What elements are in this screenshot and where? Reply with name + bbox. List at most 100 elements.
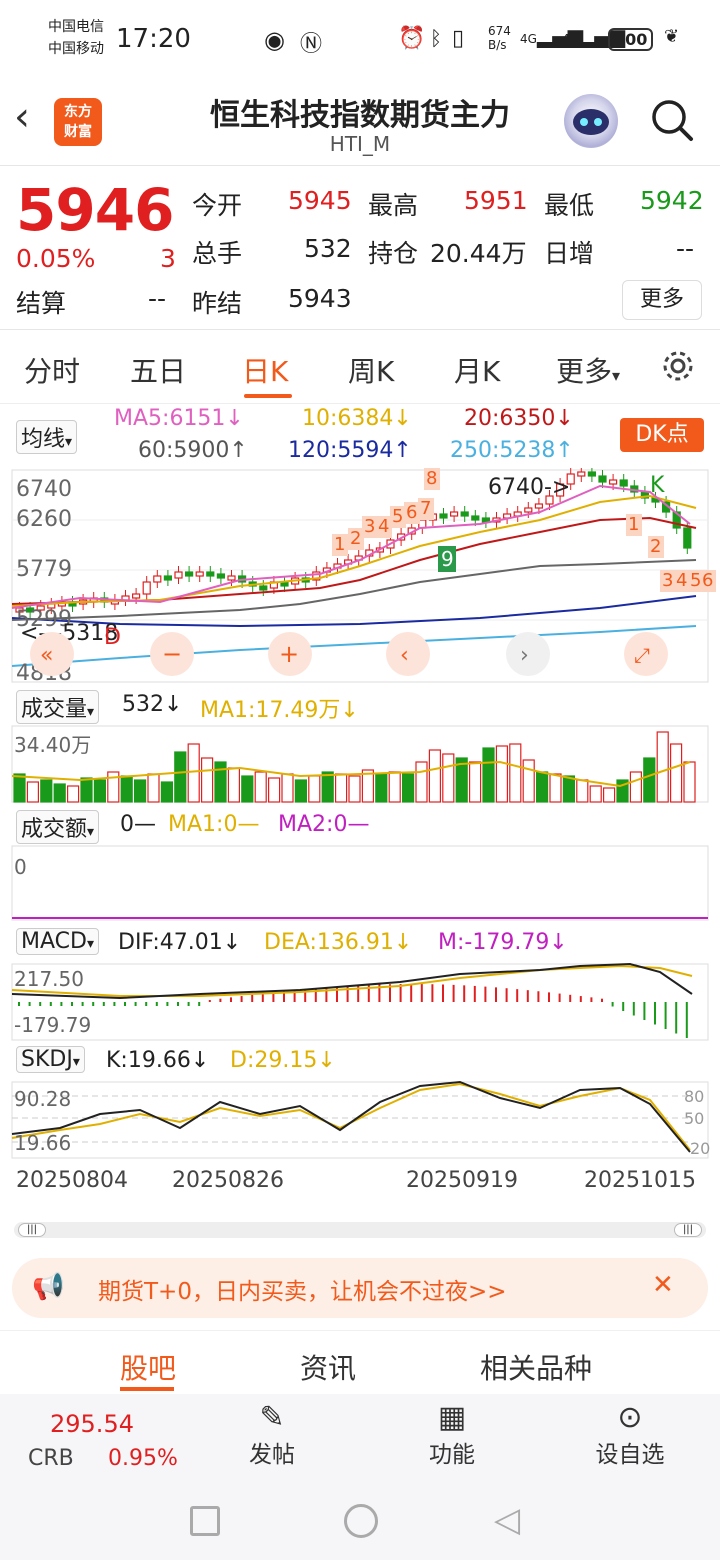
tab-five-day[interactable]: 五日: [130, 355, 187, 388]
scroll-left-far-button[interactable]: [30, 632, 74, 676]
post-button[interactable]: ✎ 发帖: [240, 1400, 304, 1469]
tab-weekly-k[interactable]: 周K: [348, 355, 395, 388]
oi-label: 持仓: [368, 239, 419, 268]
macd-bar: [92, 1002, 95, 1006]
nine-mark: 9: [441, 547, 454, 571]
tab-intraday[interactable]: 分时: [24, 355, 81, 388]
volume-bar: [294, 779, 307, 803]
macd-bar: [283, 991, 285, 1002]
promo-banner[interactable]: 📢 期货T+0，日内买卖，让机会不过夜>> ✕: [12, 1258, 708, 1318]
scroll-left-button[interactable]: [386, 632, 430, 676]
sequence-badge: [362, 516, 378, 538]
skdj-d: D:29.15↓: [230, 1048, 336, 1073]
change-value: 3: [160, 244, 176, 273]
ma60-line: [11, 559, 697, 621]
zoom-out-button[interactable]: [150, 632, 194, 676]
macd-bar: [495, 987, 497, 1002]
macd-bar: [81, 1002, 84, 1006]
minus-icon: −: [162, 640, 182, 668]
page-title: 恒生科技指数期货主力: [210, 98, 510, 133]
add-watchlist-button[interactable]: ⊙ 设自选: [590, 1400, 670, 1469]
macd-bar: [155, 1002, 158, 1006]
macd-bar: [145, 1002, 148, 1006]
range-slider[interactable]: ||| |||: [14, 1222, 706, 1238]
crb-name[interactable]: CRB: [28, 1446, 74, 1471]
recent-apps-icon[interactable]: [190, 1506, 220, 1536]
volume-bar: [174, 751, 187, 803]
ma120-line: [11, 595, 697, 628]
macd-bar: [134, 1002, 137, 1006]
candle: [577, 471, 586, 477]
macd-indicator-select[interactable]: MACD▾: [16, 928, 99, 955]
double-chevron-left-icon: «: [40, 643, 53, 668]
crb-value[interactable]: 295.54: [50, 1410, 134, 1438]
net-speed-value: 674: [488, 24, 511, 38]
volume-bar: [80, 777, 93, 803]
logo-text-2: 财富: [64, 124, 92, 140]
volume-bar: [562, 775, 576, 803]
dk-point-button[interactable]: DK点: [620, 418, 704, 452]
scroll-right-button[interactable]: [506, 632, 550, 676]
volume-bar: [589, 785, 602, 803]
tab-daily-k[interactable]: 日K: [242, 355, 289, 388]
tab-related[interactable]: 相关品种: [480, 1352, 593, 1385]
fullscreen-button[interactable]: [624, 632, 668, 676]
function-button[interactable]: ▦ 功能: [420, 1400, 484, 1469]
tab-more[interactable]: 更多▾: [556, 350, 620, 390]
settle-label: 结算: [16, 289, 67, 318]
back-icon[interactable]: ‹: [14, 94, 30, 140]
caret-down-icon: ▾: [87, 704, 95, 720]
tab-forum[interactable]: 股吧: [120, 1352, 177, 1385]
sequence-label: 2: [350, 528, 361, 549]
skdj-indicator-select[interactable]: SKDJ▾: [16, 1046, 85, 1073]
macd-dea: DEA:136.91↓: [264, 930, 413, 955]
macd-bar: [484, 986, 487, 1002]
prev-settle-value: 5943: [288, 284, 352, 313]
macd-bar: [505, 988, 508, 1002]
crb-percent: 0.95%: [108, 1446, 178, 1471]
tab-news[interactable]: 资讯: [300, 1352, 357, 1385]
macd-chart: 217.50 -179.79: [11, 962, 709, 1041]
search-icon[interactable]: [648, 96, 696, 144]
net-speed-unit: B/s: [488, 38, 507, 52]
dif-line: [11, 962, 693, 1000]
net-type-2: 4G: [562, 32, 579, 46]
settings-gear-icon[interactable]: [660, 348, 696, 388]
macd-bar: [166, 1002, 169, 1006]
assistant-robot-icon[interactable]: [564, 94, 618, 148]
macd-bar: [325, 987, 328, 1002]
candle: [36, 605, 45, 611]
candle: [460, 511, 469, 517]
back-nav-icon[interactable]: ◁: [494, 1500, 521, 1540]
range-handle-right[interactable]: |||: [674, 1223, 702, 1237]
close-icon[interactable]: ✕: [652, 1270, 674, 1300]
low-label: 最低: [544, 191, 595, 220]
more-quote-button[interactable]: 更多: [622, 280, 702, 320]
ma-select[interactable]: 均线▾: [16, 420, 78, 454]
sequence-badge: [424, 468, 440, 490]
amount-indicator-select[interactable]: 成交额▾: [16, 810, 100, 844]
candle: [439, 513, 448, 519]
home-icon[interactable]: [344, 1504, 378, 1538]
sequence-badge: [648, 536, 664, 558]
zoom-in-button[interactable]: [268, 632, 312, 676]
macd-bar: [558, 993, 561, 1002]
volume-bar: [415, 761, 428, 803]
net-speed: 674 B/s: [488, 24, 511, 52]
macd-bar: [293, 990, 296, 1002]
alarm-icon: ⏰: [398, 26, 426, 51]
volume-indicator-select[interactable]: 成交量▾: [16, 690, 100, 724]
caret-down-icon: ▾: [87, 824, 95, 840]
macd-bar: [420, 984, 423, 1002]
app-logo: 东方 财富: [54, 98, 102, 146]
range-handle-left[interactable]: |||: [18, 1223, 46, 1237]
volume-bar: [40, 779, 53, 803]
macd-bar: [208, 1000, 211, 1002]
tab-monthly-k[interactable]: 月K: [454, 355, 501, 388]
battery-icon: 100: [608, 28, 654, 51]
macd-bar: [240, 996, 243, 1002]
candle: [15, 607, 24, 613]
skdj-y-top: 90.28: [14, 1087, 71, 1111]
